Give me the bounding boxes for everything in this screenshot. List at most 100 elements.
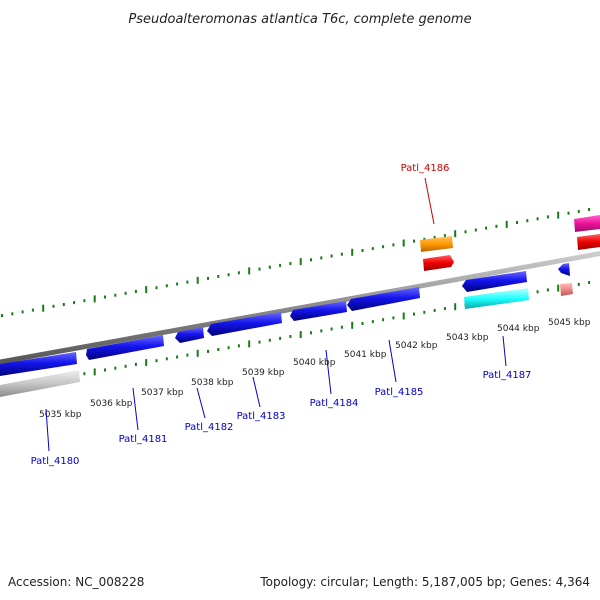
cds-arrow-patl-4185 (347, 287, 420, 311)
feature-red-right (577, 234, 600, 250)
tick-mark-outer (454, 230, 457, 238)
tick-mark-outer (320, 256, 323, 260)
genome-backbone (0, 251, 600, 365)
tick-mark-outer (495, 224, 498, 228)
tick-mark-inner (145, 359, 148, 367)
gene-label[interactable]: Patl_4187 (483, 370, 532, 381)
tick-mark-inner (258, 340, 261, 344)
tick-mark-outer (62, 303, 65, 306)
tick-label: 5040 kbp (293, 358, 336, 368)
tick-mark-outer (402, 239, 405, 247)
tick-mark-outer (21, 310, 24, 314)
tick-mark-outer (464, 230, 467, 234)
gene-label[interactable]: Patl_4186 (401, 163, 450, 174)
gene-leader-line (502, 335, 507, 367)
tick-mark-inner (577, 282, 580, 286)
tick-mark-outer (196, 276, 199, 284)
tick-mark-outer (114, 293, 117, 297)
tick-mark-outer (124, 291, 127, 295)
tick-mark-inner (93, 368, 96, 376)
gene-label[interactable]: Patl_4183 (237, 411, 286, 422)
tick-mark-outer (207, 276, 209, 280)
tick-mark-inner (423, 310, 426, 314)
tick-mark-inner (134, 362, 137, 366)
tick-label: 5043 kbp (446, 333, 489, 343)
tick-mark-inner (361, 322, 364, 325)
gene-label[interactable]: Patl_4185 (375, 387, 424, 398)
gene-label[interactable]: Patl_4182 (185, 422, 234, 433)
tick-mark-inner (402, 312, 405, 320)
tick-mark-inner (546, 288, 549, 292)
feature-cyan-patl-4187 (464, 288, 529, 309)
forward-strand-features (0, 263, 570, 376)
gene-leader-line (424, 177, 435, 225)
feature-orange-patl-4186 (420, 236, 453, 252)
cds-arrow-patl-4182 (175, 327, 204, 343)
tick-mark-inner (557, 284, 560, 292)
cds-arrow-patl-4184 (290, 301, 347, 321)
tick-mark-outer (485, 226, 488, 230)
tick-mark-outer (52, 304, 55, 308)
tick-mark-inner (268, 338, 271, 342)
tick-mark-outer (546, 215, 549, 219)
tick-mark-inner (248, 340, 251, 348)
tick-mark-inner (237, 344, 240, 348)
tick-mark-outer (588, 208, 591, 211)
ticks-outer (1, 208, 591, 318)
tick-mark-outer (351, 248, 354, 256)
tick-mark-outer (93, 295, 96, 303)
gene-leader-line (132, 387, 139, 431)
tick-mark-outer (423, 237, 426, 241)
tick-mark-outer (1, 314, 3, 318)
tick-mark-inner (536, 290, 539, 294)
tick-mark-outer (11, 312, 14, 316)
cds-arrow-patl-4187 (462, 271, 527, 292)
tick-mark-inner (433, 308, 436, 312)
gene-label[interactable]: Patl_4181 (119, 434, 168, 445)
tick-mark-inner (330, 327, 333, 331)
tick-mark-inner (392, 316, 395, 320)
tick-mark-outer (268, 265, 271, 269)
cds-arrow-patl-4180 (0, 352, 77, 376)
tick-mark-inner (186, 353, 189, 357)
tick-mark-outer (516, 221, 518, 224)
tick-mark-outer (176, 282, 179, 286)
tick-mark-inner (83, 372, 86, 376)
tick-mark-inner (104, 368, 106, 372)
tick-label: 5038 kbp (191, 378, 234, 388)
tick-mark-inner (382, 318, 385, 322)
tick-mark-outer (310, 258, 312, 262)
cds-arrow-small (558, 263, 570, 276)
tick-mark-outer (258, 267, 261, 271)
tick-mark-inner (371, 320, 374, 324)
tick-mark-inner (165, 357, 168, 361)
tick-mark-outer (474, 228, 477, 232)
tick-mark-outer (227, 273, 230, 277)
tick-mark-inner (176, 355, 179, 359)
tick-mark-inner (217, 348, 220, 351)
gene-label[interactable]: Patl_4184 (310, 398, 359, 409)
tick-mark-inner (299, 331, 302, 339)
tick-mark-outer (289, 262, 292, 265)
tick-mark-outer (279, 263, 282, 267)
cds-arrow-reverse-gray (0, 370, 80, 397)
tick-mark-outer (155, 286, 158, 290)
tick-label: 5039 kbp (242, 368, 285, 378)
tick-mark-outer (433, 235, 436, 239)
gene-label[interactable]: Patl_4180 (31, 456, 80, 467)
tick-mark-outer (145, 286, 148, 294)
tick-mark-outer (443, 234, 446, 238)
tick-mark-inner (454, 303, 457, 311)
tick-mark-outer (104, 295, 106, 299)
tick-mark-inner (351, 321, 354, 329)
tick-mark-inner (310, 331, 312, 335)
gene-leader-line (252, 376, 261, 408)
tick-mark-outer (83, 299, 86, 303)
tick-mark-outer (217, 275, 220, 278)
tick-mark-outer (505, 220, 508, 228)
tick-mark-inner (443, 307, 446, 311)
gene-leader-line (196, 387, 206, 419)
tick-mark-outer (330, 254, 333, 258)
